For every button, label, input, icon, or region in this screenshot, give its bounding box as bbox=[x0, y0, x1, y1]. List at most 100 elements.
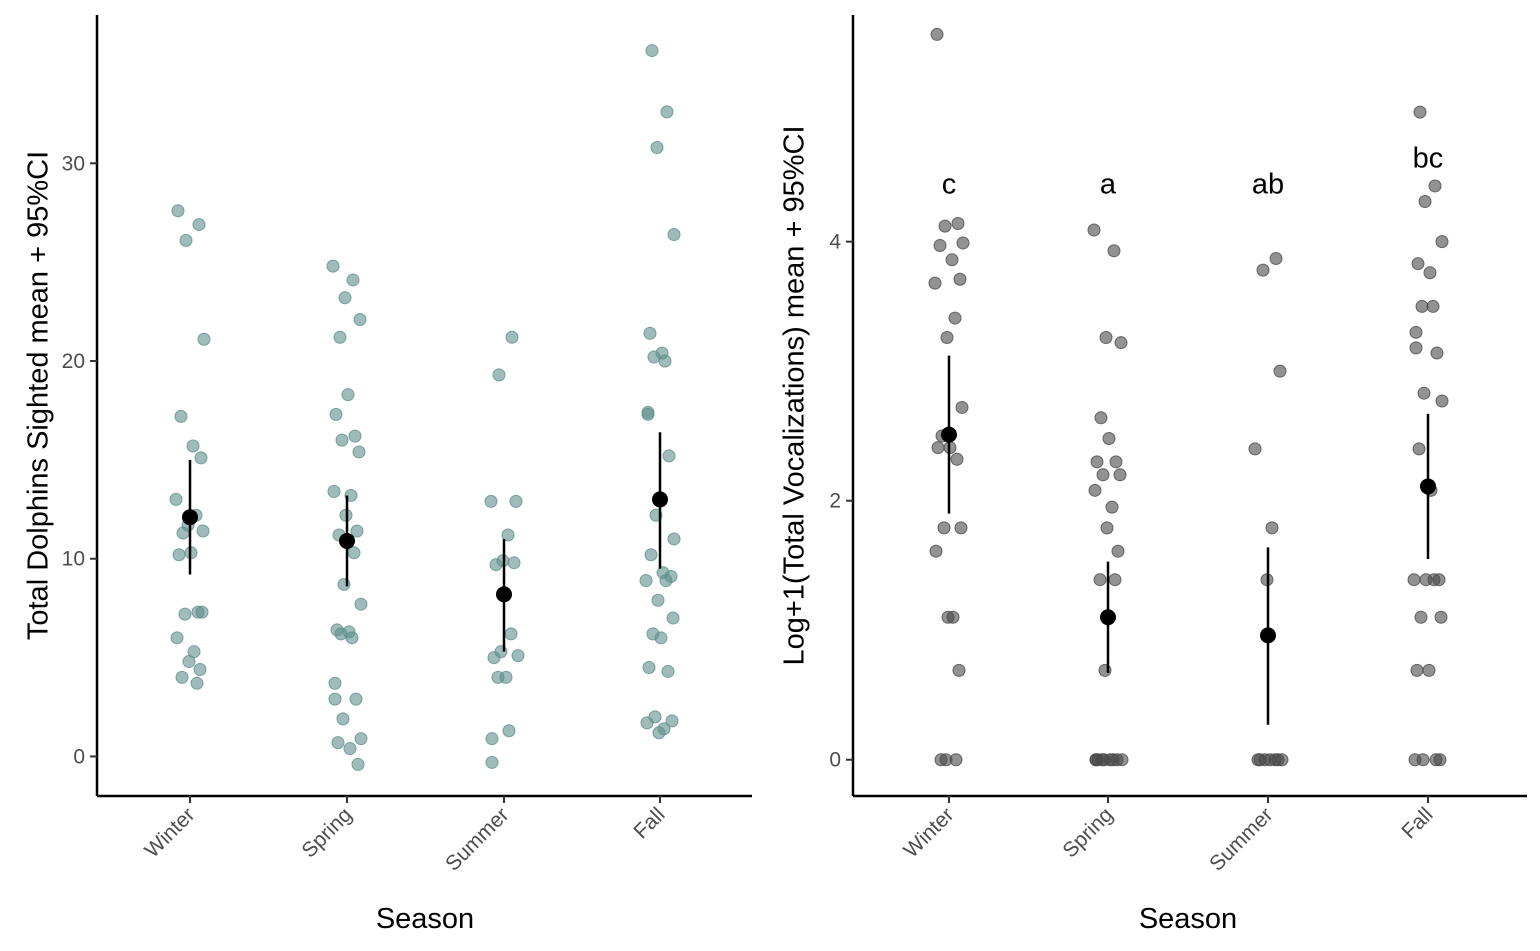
data-point bbox=[642, 660, 656, 674]
data-point bbox=[667, 532, 681, 546]
y-tick-label: 20 bbox=[62, 350, 85, 373]
data-point bbox=[937, 521, 951, 535]
data-point bbox=[504, 627, 518, 641]
data-point bbox=[349, 692, 363, 706]
significance-letter-winter: c bbox=[942, 168, 957, 200]
y-tick-label: 4 bbox=[829, 231, 841, 254]
data-point bbox=[665, 714, 679, 728]
mean-point-fall bbox=[1420, 478, 1436, 495]
data-point bbox=[176, 526, 190, 540]
data-point bbox=[652, 726, 666, 740]
x-tick-label-summer: Summer bbox=[1205, 803, 1277, 875]
data-point bbox=[1097, 753, 1111, 767]
data-point bbox=[1088, 483, 1102, 497]
y-tick-label: 0 bbox=[829, 749, 841, 772]
data-point bbox=[354, 597, 368, 611]
data-point bbox=[1251, 753, 1265, 767]
data-point bbox=[644, 548, 658, 562]
data-point bbox=[661, 664, 675, 678]
mean-point-spring bbox=[1100, 609, 1116, 626]
data-point bbox=[1413, 105, 1427, 119]
data-point bbox=[329, 407, 343, 421]
data-point bbox=[667, 227, 681, 241]
data-point bbox=[502, 724, 516, 738]
y-tick-label: 2 bbox=[829, 490, 841, 513]
data-point bbox=[643, 326, 657, 340]
data-point bbox=[659, 573, 673, 587]
data-point bbox=[484, 494, 498, 508]
data-point bbox=[941, 610, 955, 624]
significance-letter-fall: bc bbox=[1413, 142, 1444, 174]
data-point bbox=[647, 350, 661, 364]
data-point bbox=[1426, 299, 1440, 313]
data-point bbox=[505, 330, 519, 344]
data-point bbox=[346, 273, 360, 287]
data-point bbox=[1107, 244, 1121, 258]
significance-letter-spring: a bbox=[1100, 168, 1117, 200]
data-point bbox=[190, 676, 204, 690]
mean-point-winter bbox=[941, 426, 957, 443]
x-axis-title: Season bbox=[376, 903, 474, 935]
y-axis-title: Total Dolphins Sighted mean + 95%CI bbox=[23, 151, 55, 640]
y-axis-title: Log+1(Total Vocalizations) mean + 95%CI bbox=[779, 125, 811, 665]
data-point bbox=[354, 732, 368, 746]
data-point bbox=[1412, 442, 1426, 456]
data-point bbox=[956, 236, 970, 250]
data-point bbox=[341, 388, 355, 402]
data-point bbox=[1419, 573, 1433, 587]
data-point bbox=[1099, 331, 1113, 345]
data-point bbox=[939, 753, 953, 767]
x-tick-label-winter: Winter bbox=[140, 803, 199, 862]
data-point bbox=[335, 433, 349, 447]
data-point bbox=[645, 44, 659, 58]
data-point bbox=[1273, 364, 1287, 378]
data-point bbox=[641, 407, 655, 421]
data-point bbox=[654, 631, 668, 645]
data-point bbox=[1275, 753, 1289, 767]
data-point bbox=[940, 331, 954, 345]
data-point bbox=[1109, 455, 1123, 469]
data-point bbox=[501, 528, 515, 542]
data-point bbox=[491, 670, 505, 684]
data-point bbox=[658, 354, 672, 368]
data-point bbox=[170, 631, 184, 645]
data-point bbox=[179, 233, 193, 247]
y-tick-label: 30 bbox=[62, 152, 85, 175]
data-point bbox=[350, 524, 364, 538]
data-point bbox=[172, 548, 186, 562]
data-point bbox=[345, 631, 359, 645]
data-point bbox=[928, 276, 942, 290]
data-point bbox=[1100, 521, 1114, 535]
data-point bbox=[1407, 573, 1421, 587]
data-point bbox=[353, 312, 367, 326]
data-point bbox=[639, 573, 653, 587]
data-point bbox=[485, 732, 499, 746]
data-point bbox=[1435, 394, 1449, 408]
data-point bbox=[333, 330, 347, 344]
data-point bbox=[1435, 235, 1449, 249]
data-point bbox=[196, 524, 210, 538]
data-point bbox=[1411, 257, 1425, 271]
data-point bbox=[933, 239, 947, 253]
data-point bbox=[492, 368, 506, 382]
data-point bbox=[175, 670, 189, 684]
x-tick-label-spring: Spring bbox=[297, 803, 356, 862]
data-point bbox=[950, 452, 964, 466]
data-point bbox=[929, 544, 943, 558]
x-tick-label-winter: Winter bbox=[899, 803, 958, 862]
x-tick-label-summer: Summer bbox=[441, 803, 513, 875]
data-point bbox=[171, 204, 185, 218]
data-point bbox=[186, 439, 200, 453]
data-point bbox=[489, 558, 503, 572]
data-point bbox=[952, 663, 966, 677]
data-point bbox=[507, 556, 521, 570]
data-point bbox=[1256, 263, 1270, 277]
mean-point-fall bbox=[652, 491, 668, 508]
data-point bbox=[193, 662, 207, 676]
data-point bbox=[1093, 573, 1107, 587]
data-point bbox=[1409, 341, 1423, 355]
data-point bbox=[930, 27, 944, 41]
data-point bbox=[954, 521, 968, 535]
data-point bbox=[1418, 195, 1432, 209]
